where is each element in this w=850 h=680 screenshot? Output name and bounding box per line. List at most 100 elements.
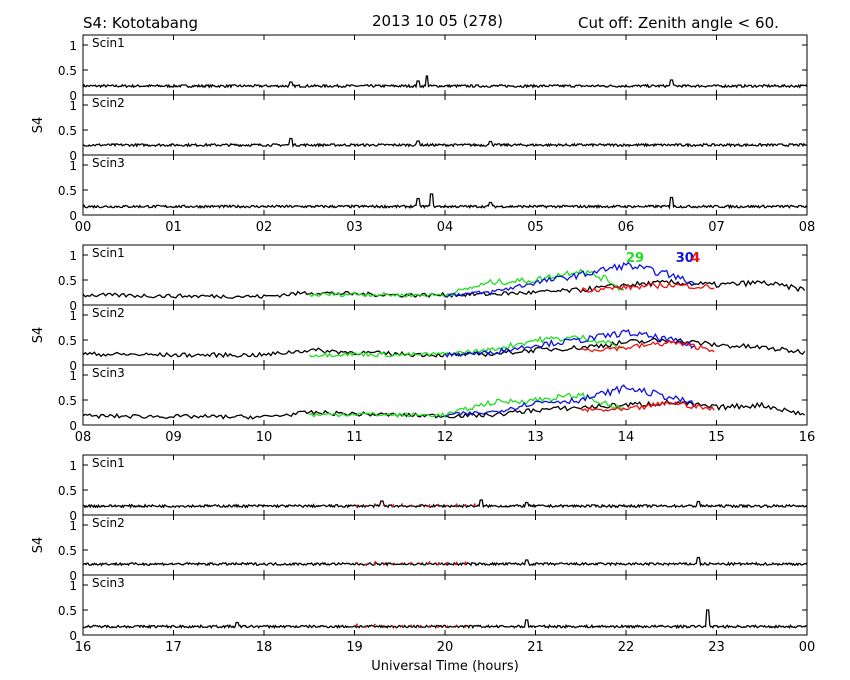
x-tick-label: 11 — [346, 430, 363, 445]
y-tick-label: 0 — [69, 509, 77, 523]
y-tick-label: 0.5 — [58, 394, 77, 408]
y-tick-label: 1 — [69, 99, 77, 113]
panel-label: Scin3 — [92, 366, 125, 380]
x-tick-label: 23 — [708, 640, 725, 655]
series-green — [308, 334, 624, 358]
x-tick-label: 01 — [165, 220, 182, 235]
panel-label: Scin3 — [92, 576, 125, 590]
y-tick-label: 1 — [69, 309, 77, 323]
y-tick-label: 0 — [69, 569, 77, 583]
x-tick-label: 17 — [165, 640, 182, 655]
series-red — [580, 340, 715, 353]
x-tick-label: 13 — [527, 430, 544, 445]
station-title: S4: Kototabang — [83, 14, 198, 32]
panel-label: Scin2 — [92, 96, 125, 110]
y-tick-label: 0.5 — [58, 544, 77, 558]
panel-label: Scin1 — [92, 456, 125, 470]
y-axis-label: S4 — [31, 537, 46, 554]
y-tick-label: 0 — [69, 359, 77, 373]
panel-label: Scin3 — [92, 156, 125, 170]
panel-scin1: Scin1 1 0.5 0 29 304 — [58, 244, 808, 313]
series-red — [580, 282, 715, 293]
y-tick-label: 1 — [69, 39, 77, 53]
series-black — [82, 556, 808, 567]
panel-scin1: Scin1 1 0.5 0 — [58, 34, 808, 103]
series-blue — [444, 261, 697, 298]
x-tick-label: 18 — [256, 640, 273, 655]
panel-label: Scin1 — [92, 36, 125, 50]
x-tick-label: 10 — [256, 430, 273, 445]
panel-frame — [82, 514, 808, 576]
series-black — [82, 193, 808, 210]
x-tick-label: 08 — [799, 220, 816, 235]
panel-label: Scin1 — [92, 246, 125, 260]
y-tick-label: 0.5 — [58, 124, 77, 138]
series-green — [308, 268, 625, 299]
x-axis-label: Universal Time (hours) — [371, 659, 519, 674]
series-blue — [444, 328, 697, 358]
panel-label: Scin2 — [92, 306, 125, 320]
prn-label: 30 — [676, 251, 694, 266]
x-tick-label: 08 — [75, 430, 92, 445]
x-tick-label: 05 — [527, 220, 544, 235]
panel-scin2: Scin2 1 0.5 0 — [58, 514, 808, 583]
panel-scin2: Scin2 1 0.5 0 — [58, 304, 808, 373]
x-tick-label: 12 — [437, 430, 454, 445]
x-tick-label: 03 — [346, 220, 363, 235]
panel-label: Scin2 — [92, 516, 125, 530]
y-tick-label: 0 — [69, 419, 77, 433]
prn-label: 4 — [691, 251, 700, 266]
series-black — [82, 499, 808, 509]
y-tick-label: 0 — [69, 89, 77, 103]
date-title: 2013 10 05 (278) — [372, 12, 503, 30]
x-tick-label: 16 — [799, 430, 816, 445]
x-tick-label: 00 — [799, 640, 816, 655]
y-tick-label: 0 — [69, 209, 77, 223]
y-tick-label: 0 — [69, 629, 77, 643]
series-black — [82, 609, 807, 630]
series-black — [82, 137, 808, 148]
series-green — [308, 392, 624, 419]
y-tick-label: 1 — [69, 249, 77, 263]
panel-scin1: Scin1 1 0.5 0 — [58, 454, 808, 523]
y-tick-label: 1 — [69, 159, 77, 173]
y-tick-label: 1 — [69, 579, 77, 593]
series-black — [82, 337, 806, 359]
series-red — [580, 400, 715, 413]
y-axis-label: S4 — [31, 117, 46, 134]
series-black — [82, 75, 808, 89]
x-tick-label: 22 — [618, 640, 635, 655]
x-tick-label: 02 — [256, 220, 273, 235]
x-tick-label: 07 — [708, 220, 725, 235]
x-tick-label: 14 — [618, 430, 635, 445]
x-tick-label: 06 — [618, 220, 635, 235]
y-tick-label: 0.5 — [58, 484, 77, 498]
panel-scin3: Scin3 1 0.5 0 — [58, 574, 808, 643]
x-tick-label: 04 — [437, 220, 454, 235]
x-tick-label: 00 — [75, 220, 92, 235]
y-tick-label: 1 — [69, 369, 77, 383]
y-tick-label: 0 — [69, 299, 77, 313]
y-tick-label: 0.5 — [58, 274, 77, 288]
cutoff-title: Cut off: Zenith angle < 60. — [578, 14, 779, 32]
panel-scin3: Scin3 1 0.5 0 — [58, 154, 808, 223]
panel-scin3: Scin3 1 0.5 0 — [58, 364, 808, 433]
y-tick-label: 0.5 — [58, 604, 77, 618]
series-blue — [444, 384, 697, 417]
y-tick-label: 0.5 — [58, 64, 77, 78]
x-tick-label: 16 — [75, 640, 92, 655]
y-tick-label: 1 — [69, 519, 77, 533]
prn-label: 29 — [626, 251, 644, 266]
y-tick-label: 0.5 — [58, 334, 77, 348]
y-tick-label: 0 — [69, 149, 77, 163]
panel-scin2: Scin2 1 0.5 0 — [58, 94, 808, 163]
x-tick-label: 19 — [346, 640, 363, 655]
x-tick-label: 15 — [708, 430, 725, 445]
x-tick-label: 09 — [165, 430, 182, 445]
y-tick-label: 0.5 — [58, 184, 77, 198]
